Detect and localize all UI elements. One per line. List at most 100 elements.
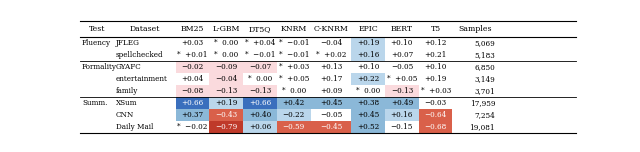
Text: *  0.00: * 0.00: [214, 39, 239, 47]
Text: +0.42: +0.42: [283, 99, 305, 107]
Bar: [209, 73, 243, 85]
Text: 19,081: 19,081: [470, 123, 495, 131]
Text: *  +0.01: * +0.01: [177, 51, 208, 59]
Text: *  0.00: * 0.00: [356, 87, 380, 95]
Text: *  +0.05: * +0.05: [278, 75, 309, 83]
Text: *  −0.01: * −0.01: [244, 51, 275, 59]
Text: −0.79: −0.79: [215, 123, 237, 131]
Text: +0.66: +0.66: [182, 99, 204, 107]
Text: −0.43: −0.43: [215, 111, 237, 119]
Text: L-GBM: L-GBM: [212, 25, 240, 33]
Bar: [385, 97, 419, 109]
Text: XSum: XSum: [116, 99, 137, 107]
Text: *  +0.03: * +0.03: [278, 63, 309, 71]
Text: −0.04: −0.04: [215, 75, 237, 83]
Text: Test: Test: [88, 25, 105, 33]
Bar: [209, 121, 243, 133]
Text: Daily Mail: Daily Mail: [116, 123, 153, 131]
Text: +0.19: +0.19: [215, 99, 237, 107]
Text: −0.04: −0.04: [320, 39, 342, 47]
Bar: [310, 121, 351, 133]
Text: 3,701: 3,701: [474, 87, 495, 95]
Bar: [277, 97, 310, 109]
Text: *  −0.02: * −0.02: [177, 123, 208, 131]
Text: *  +0.04: * +0.04: [245, 39, 275, 47]
Text: +0.37: +0.37: [182, 111, 204, 119]
Text: −0.45: −0.45: [320, 123, 342, 131]
Text: +0.16: +0.16: [390, 111, 413, 119]
Text: +0.10: +0.10: [424, 63, 447, 71]
Text: −0.05: −0.05: [320, 111, 342, 119]
Text: KNRM: KNRM: [280, 25, 307, 33]
Text: −0.03: −0.03: [424, 99, 447, 107]
Text: −0.02: −0.02: [182, 63, 204, 71]
Text: GYAFC: GYAFC: [116, 63, 141, 71]
Text: 3,149: 3,149: [474, 75, 495, 83]
Bar: [419, 109, 452, 121]
Text: +0.10: +0.10: [390, 39, 413, 47]
Text: −0.13: −0.13: [215, 87, 237, 95]
Bar: [351, 109, 385, 121]
Text: −0.68: −0.68: [424, 123, 447, 131]
Text: −0.08: −0.08: [182, 87, 204, 95]
Text: +0.52: +0.52: [357, 123, 380, 131]
Bar: [351, 37, 385, 49]
Text: −0.07: −0.07: [249, 63, 271, 71]
Bar: [351, 49, 385, 61]
Text: +0.10: +0.10: [357, 63, 380, 71]
Text: Fluency: Fluency: [82, 39, 111, 47]
Text: −0.05: −0.05: [391, 63, 413, 71]
Bar: [243, 109, 277, 121]
Bar: [385, 109, 419, 121]
Bar: [243, 97, 277, 109]
Bar: [209, 85, 243, 97]
Bar: [351, 121, 385, 133]
Text: −0.09: −0.09: [215, 63, 237, 71]
Bar: [277, 109, 310, 121]
Text: −0.64: −0.64: [424, 111, 447, 119]
Text: spellchecked: spellchecked: [116, 51, 163, 59]
Text: +0.06: +0.06: [249, 123, 271, 131]
Text: Dataset: Dataset: [129, 25, 160, 33]
Text: −0.13: −0.13: [249, 87, 271, 95]
Bar: [385, 85, 419, 97]
Text: Formality: Formality: [82, 63, 117, 71]
Text: +0.03: +0.03: [182, 39, 204, 47]
Bar: [277, 121, 310, 133]
Text: +0.07: +0.07: [391, 51, 413, 59]
Bar: [176, 61, 209, 73]
Text: +0.04: +0.04: [182, 75, 204, 83]
Text: +0.38: +0.38: [357, 99, 380, 107]
Text: T5: T5: [431, 25, 441, 33]
Text: JFLEG: JFLEG: [116, 39, 140, 47]
Text: +0.49: +0.49: [391, 99, 413, 107]
Text: CNN: CNN: [116, 111, 134, 119]
Text: *  0.00: * 0.00: [248, 75, 272, 83]
Bar: [176, 109, 209, 121]
Text: −0.22: −0.22: [283, 111, 305, 119]
Text: 5,183: 5,183: [474, 51, 495, 59]
Text: entertainment: entertainment: [116, 75, 168, 83]
Bar: [351, 97, 385, 109]
Text: *  0.00: * 0.00: [214, 51, 239, 59]
Text: *  −0.01: * −0.01: [278, 51, 309, 59]
Text: +0.21: +0.21: [424, 51, 447, 59]
Bar: [176, 97, 209, 109]
Text: −0.15: −0.15: [390, 123, 413, 131]
Text: +0.40: +0.40: [249, 111, 271, 119]
Bar: [209, 97, 243, 109]
Text: +0.16: +0.16: [357, 51, 380, 59]
Bar: [243, 61, 277, 73]
Bar: [176, 85, 209, 97]
Bar: [243, 121, 277, 133]
Text: +0.09: +0.09: [320, 87, 342, 95]
Text: +0.19: +0.19: [357, 39, 380, 47]
Bar: [209, 109, 243, 121]
Text: BM25: BM25: [181, 25, 204, 33]
Text: +0.22: +0.22: [357, 75, 380, 83]
Text: +0.66: +0.66: [249, 99, 271, 107]
Text: +0.19: +0.19: [424, 75, 447, 83]
Text: BERT: BERT: [391, 25, 413, 33]
Text: +0.13: +0.13: [320, 63, 342, 71]
Text: 5,069: 5,069: [474, 39, 495, 47]
